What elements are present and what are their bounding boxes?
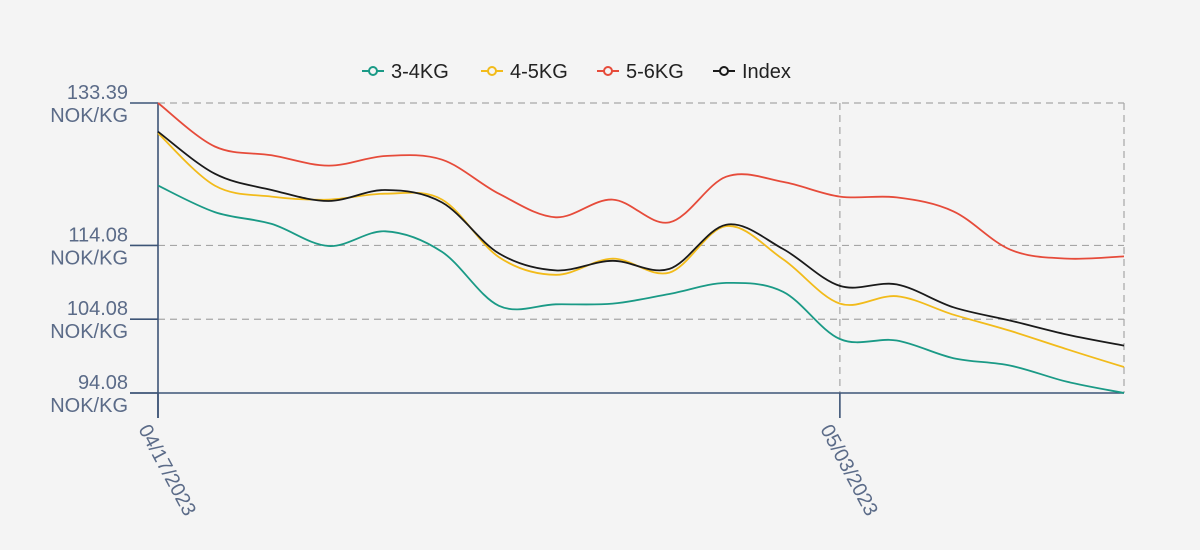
legend-item-4-5kg: 4-5KG: [481, 61, 568, 83]
legend-marker-dot: [603, 66, 613, 76]
legend-marker-dot: [719, 66, 729, 76]
legend-label: 3-4KG: [391, 61, 449, 83]
y-tick-value: 114.08: [68, 224, 128, 246]
series-line-5-6kg: [157, 102, 1125, 260]
y-tick-unit: NOK/KG: [50, 321, 128, 343]
x-tick-label: 04/17/2023: [134, 421, 200, 520]
y-tick-unit: NOK/KG: [50, 395, 128, 417]
legend-item-3-4kg: 3-4KG: [362, 61, 449, 83]
series-line-3-4kg: [157, 184, 1125, 394]
gridlines: [158, 102, 1125, 393]
legend-label: Index: [742, 61, 791, 83]
legend-label: 5-6KG: [626, 61, 684, 83]
y-tick-value: 104.08: [67, 298, 128, 320]
y-tick-value: 94.08: [78, 372, 128, 394]
legend-item-index: Index: [713, 61, 791, 83]
legend-label: 4-5KG: [510, 61, 568, 83]
series-line-index: [157, 130, 1125, 347]
legend: 3-4KG 4-5KG 5-6KG Index: [362, 61, 791, 83]
series-lines: [157, 102, 1125, 394]
x-tick-label: 05/03/2023: [815, 421, 881, 520]
x-tick-labels: 04/17/2023 05/03/2023: [134, 421, 882, 520]
axes: [130, 102, 1124, 418]
y-tick-unit: NOK/KG: [50, 105, 128, 127]
legend-marker-dot: [487, 66, 497, 76]
y-tick-labels: 133.39NOK/KG114.08NOK/KG104.08NOK/KG94.0…: [50, 82, 128, 417]
y-tick-unit: NOK/KG: [50, 247, 128, 269]
series-line-4-5kg: [157, 132, 1125, 368]
y-tick-value: 133.39: [67, 82, 128, 104]
legend-item-5-6kg: 5-6KG: [597, 61, 684, 83]
legend-marker-dot: [368, 66, 378, 76]
